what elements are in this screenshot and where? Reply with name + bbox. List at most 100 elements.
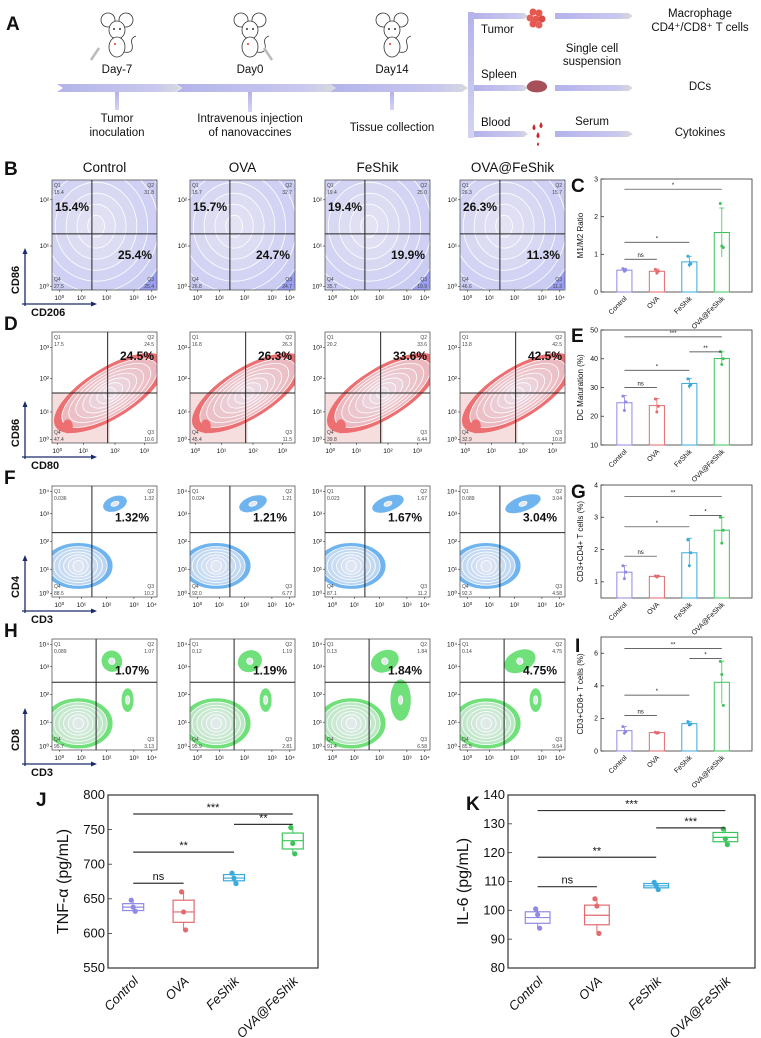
column-title-ova: OVA bbox=[229, 160, 257, 175]
quadrant-label-q1: Q1 bbox=[192, 335, 199, 341]
data-point bbox=[689, 383, 693, 387]
data-point bbox=[686, 720, 690, 724]
quadrant-value-q3: 10.2 bbox=[144, 591, 154, 597]
y-tick-label: 10² bbox=[40, 692, 50, 699]
x-tick-label: 10¹ bbox=[77, 295, 87, 302]
data-point bbox=[686, 254, 690, 258]
arrowhead-icon bbox=[91, 608, 97, 614]
arrowhead-icon bbox=[91, 454, 97, 460]
y-tick-label: 80 bbox=[491, 960, 505, 975]
x-tick-label: 10⁴ bbox=[555, 295, 565, 302]
data-point bbox=[718, 515, 722, 519]
quadrant-value-q3: 6.58 bbox=[417, 744, 427, 750]
quadrant-label-q2: Q2 bbox=[285, 489, 292, 495]
y-tick-label: 10² bbox=[313, 197, 323, 204]
quadrant-label-q1: Q1 bbox=[327, 489, 334, 495]
quadrant-value-q2: 1.07 bbox=[144, 649, 154, 655]
quadrant-label-q2: Q2 bbox=[285, 335, 292, 341]
quadrant-label-q4: Q4 bbox=[192, 737, 199, 743]
data-point bbox=[292, 851, 298, 857]
data-point bbox=[622, 409, 626, 412]
highlight-percentage: 1.07% bbox=[115, 664, 149, 678]
quadrant-value-q1: 0.14 bbox=[462, 649, 472, 655]
category-label: OVA@FeShik bbox=[233, 972, 302, 1038]
mouse-icon bbox=[89, 12, 137, 61]
tissue-branch bbox=[468, 12, 633, 138]
chart-c: 0 1 2 3 M1/M2 Ratio Control OVA FeShikOVA@FeShi… bbox=[576, 176, 753, 331]
quadrant-value-q4: 39.8 bbox=[327, 437, 337, 443]
highlight-percentage: 25.4% bbox=[118, 248, 152, 262]
data-point bbox=[718, 201, 722, 205]
data-point bbox=[656, 574, 660, 578]
significance-label: * bbox=[656, 364, 659, 370]
data-point bbox=[653, 882, 659, 889]
significance-label: ns bbox=[637, 253, 643, 259]
x-tick-label: 10³ bbox=[267, 602, 277, 609]
y-tick-label: 100 bbox=[483, 903, 505, 918]
x-tick-label: 10¹ bbox=[215, 295, 225, 302]
quadrant-value-q4: 46.6 bbox=[462, 284, 472, 290]
category-label: Control bbox=[608, 295, 629, 316]
y-tick-label: 4 bbox=[594, 683, 598, 690]
plot-frame bbox=[107, 794, 319, 969]
process-serum: Serum bbox=[575, 116, 609, 128]
panel-letter-b: B bbox=[4, 159, 18, 180]
data-point bbox=[624, 268, 628, 272]
y-tick-label: 10⁰ bbox=[312, 436, 322, 444]
y-tick-label: 600 bbox=[83, 926, 105, 941]
density-contours bbox=[325, 494, 404, 589]
chart-i: 0 2 4 6 CD3+CD8+ T cells (%) Control OVA FeShik… bbox=[576, 636, 753, 790]
event-tumor-inoculation-line2: inoculation bbox=[90, 127, 145, 139]
y-tick-label: 10³ bbox=[40, 664, 50, 671]
tissue-spleen-label: Spleen bbox=[481, 69, 517, 81]
y-tick-label: 10³ bbox=[448, 345, 458, 352]
y-tick-label: 700 bbox=[83, 856, 105, 871]
quadrant-value-q1: 0.024 bbox=[192, 496, 205, 502]
data-point bbox=[130, 904, 136, 910]
density-contours bbox=[460, 180, 565, 290]
y-tick-label: 10² bbox=[40, 197, 50, 204]
data-point bbox=[621, 564, 625, 568]
quadrant-label-q1: Q1 bbox=[462, 642, 469, 648]
category-label: OVA@FeShik bbox=[691, 448, 727, 484]
quadrant-label-q2: Q2 bbox=[555, 642, 562, 648]
quadrant-value-q2: 3.04 bbox=[552, 496, 562, 502]
data-point bbox=[655, 410, 659, 414]
quadrant-value-q1: 26.3 bbox=[462, 190, 472, 196]
quadrant-value-q4: 88.5 bbox=[54, 591, 64, 597]
data-point bbox=[689, 262, 693, 266]
y-tick-label: 10⁰ bbox=[39, 436, 49, 444]
significance-label: ** bbox=[671, 642, 676, 648]
y-tick-label: 10³ bbox=[40, 511, 50, 518]
quadrant-value-q1: 0.023 bbox=[327, 496, 340, 502]
x-tick-label: 10² bbox=[102, 295, 112, 302]
y-tick-label: 10² bbox=[448, 692, 458, 699]
density-contours bbox=[460, 649, 542, 749]
quadrant-value-q1: 16.8 bbox=[192, 342, 202, 348]
plot-frame bbox=[459, 179, 566, 291]
quadrant-value-q3: 9.64 bbox=[552, 744, 562, 750]
y-tick-label: 10¹ bbox=[178, 566, 188, 573]
event-injection-line2: of nanovaccines bbox=[208, 127, 291, 139]
x-tick-label: 10¹ bbox=[215, 755, 225, 762]
y-tick-label: 10⁰ bbox=[447, 743, 457, 751]
panel-letter-e: E bbox=[571, 326, 584, 347]
data-point bbox=[233, 880, 239, 887]
y-tick-label: 2 bbox=[594, 214, 598, 221]
y-axis-label: CD3+CD8+ T cells (%) bbox=[576, 653, 585, 734]
y-tick-label: 10⁰ bbox=[39, 283, 49, 291]
data-point bbox=[594, 903, 600, 909]
y-tick-label: 10³ bbox=[313, 664, 323, 671]
quadrant-label-q4: Q4 bbox=[54, 277, 61, 283]
highlight-percentage: 1.19% bbox=[253, 664, 287, 678]
significance-label: * bbox=[672, 183, 675, 189]
data-point bbox=[621, 267, 625, 271]
column-title-control: Control bbox=[83, 160, 127, 175]
quadrant-value-q1: 15.4 bbox=[54, 190, 64, 196]
data-point bbox=[655, 886, 661, 893]
y-tick-label: 1 bbox=[594, 252, 598, 259]
x-tick-label: 10⁴ bbox=[285, 755, 295, 762]
